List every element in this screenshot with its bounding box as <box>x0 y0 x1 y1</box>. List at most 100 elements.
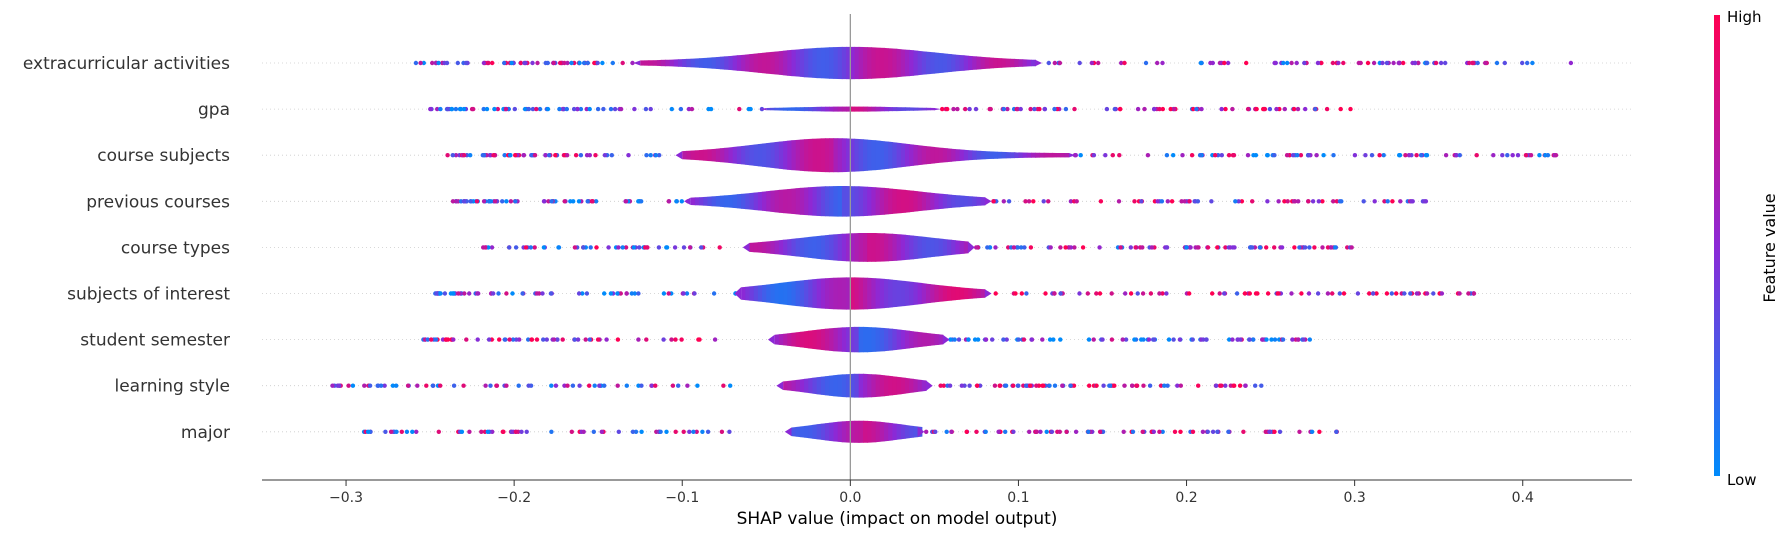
data-point <box>445 106 450 112</box>
violin-slice <box>968 150 973 161</box>
data-point <box>721 383 726 388</box>
feature-label: student semester <box>80 331 230 351</box>
violin-slice <box>854 106 860 112</box>
violin-slice <box>875 187 881 216</box>
violin-slice <box>770 283 776 304</box>
data-point <box>479 429 484 434</box>
data-point <box>719 429 725 434</box>
violin-slice <box>854 186 860 217</box>
violin-slice <box>778 141 784 170</box>
data-point <box>947 383 953 388</box>
feature-label: subjects of interest <box>67 285 230 305</box>
violin-slice <box>884 187 889 215</box>
data-point <box>528 245 533 250</box>
data-point <box>990 337 995 342</box>
data-point <box>1303 245 1308 250</box>
violin-slice <box>707 196 713 207</box>
data-point <box>610 60 615 66</box>
violin-slice <box>791 107 797 111</box>
violin-tail <box>734 287 742 300</box>
violin-slice <box>804 279 809 308</box>
data-point <box>1091 153 1097 158</box>
data-point <box>933 429 938 434</box>
data-point <box>1250 245 1255 250</box>
violin-slice <box>783 239 788 256</box>
data-point <box>577 383 582 388</box>
data-point <box>1015 383 1021 388</box>
violin-slice <box>829 138 835 173</box>
data-point <box>1119 60 1124 66</box>
data-point <box>1247 337 1252 342</box>
x-tick-label: −0.1 <box>665 490 699 506</box>
colorbar-high-label: High <box>1727 8 1761 26</box>
data-point <box>1143 60 1149 66</box>
data-point <box>681 291 686 296</box>
data-point <box>1325 291 1331 296</box>
data-point <box>1077 60 1082 66</box>
data-point <box>429 337 434 342</box>
data-point <box>956 337 962 342</box>
data-point <box>1336 60 1341 66</box>
data-point <box>1409 199 1414 204</box>
data-point <box>996 429 1001 434</box>
violin-slice <box>833 47 839 79</box>
violin-slice <box>884 233 889 262</box>
violin-slice <box>909 281 914 306</box>
data-point <box>497 337 502 342</box>
data-point <box>1123 337 1129 342</box>
data-point <box>367 383 373 388</box>
violin-slice <box>947 148 952 163</box>
data-point <box>1026 199 1032 204</box>
data-point <box>461 106 467 112</box>
data-point <box>1282 199 1287 204</box>
violin-slice <box>863 420 868 443</box>
violin-slice <box>841 233 847 262</box>
data-point <box>1265 153 1270 158</box>
data-point <box>609 153 614 158</box>
violin-slice <box>787 238 793 256</box>
violin-slice <box>1039 152 1045 158</box>
violin-slice <box>804 425 809 439</box>
violin-slice <box>909 235 914 260</box>
data-point <box>1467 60 1472 66</box>
violin-slice <box>711 148 717 162</box>
data-point <box>1424 291 1430 296</box>
data-point <box>1253 383 1258 388</box>
violin-slice <box>959 195 965 208</box>
data-point <box>569 429 574 434</box>
data-point <box>1250 199 1255 204</box>
data-point <box>608 291 614 296</box>
violin-slice <box>829 234 835 261</box>
violin-slice <box>884 106 889 112</box>
violin-tail <box>742 242 750 252</box>
data-point <box>591 429 596 434</box>
data-point <box>1035 106 1040 112</box>
violin-slice <box>829 277 835 310</box>
data-point <box>1182 199 1187 204</box>
data-point <box>492 106 497 112</box>
data-point <box>1325 245 1331 250</box>
data-point <box>593 199 599 204</box>
violin-slice <box>909 49 914 77</box>
violin-slice <box>804 139 809 172</box>
data-point <box>1046 60 1052 66</box>
violin-slice <box>770 142 776 169</box>
data-point <box>1290 337 1295 342</box>
data-point <box>1339 199 1344 204</box>
data-point <box>1439 291 1445 296</box>
violin-slice <box>896 280 902 307</box>
data-point <box>1047 383 1052 388</box>
data-point <box>1165 383 1170 388</box>
violin-slice <box>825 422 830 441</box>
colorbar-low-label: Low <box>1727 471 1757 489</box>
violin-slice <box>766 107 772 111</box>
data-point <box>486 245 491 250</box>
violin-slice <box>728 194 734 208</box>
violin-slice <box>766 284 772 303</box>
violin-slice <box>888 107 893 112</box>
data-point <box>1309 429 1315 434</box>
data-point <box>587 106 592 112</box>
data-point <box>1244 60 1249 66</box>
data-point <box>616 429 621 434</box>
data-point <box>1032 106 1037 112</box>
